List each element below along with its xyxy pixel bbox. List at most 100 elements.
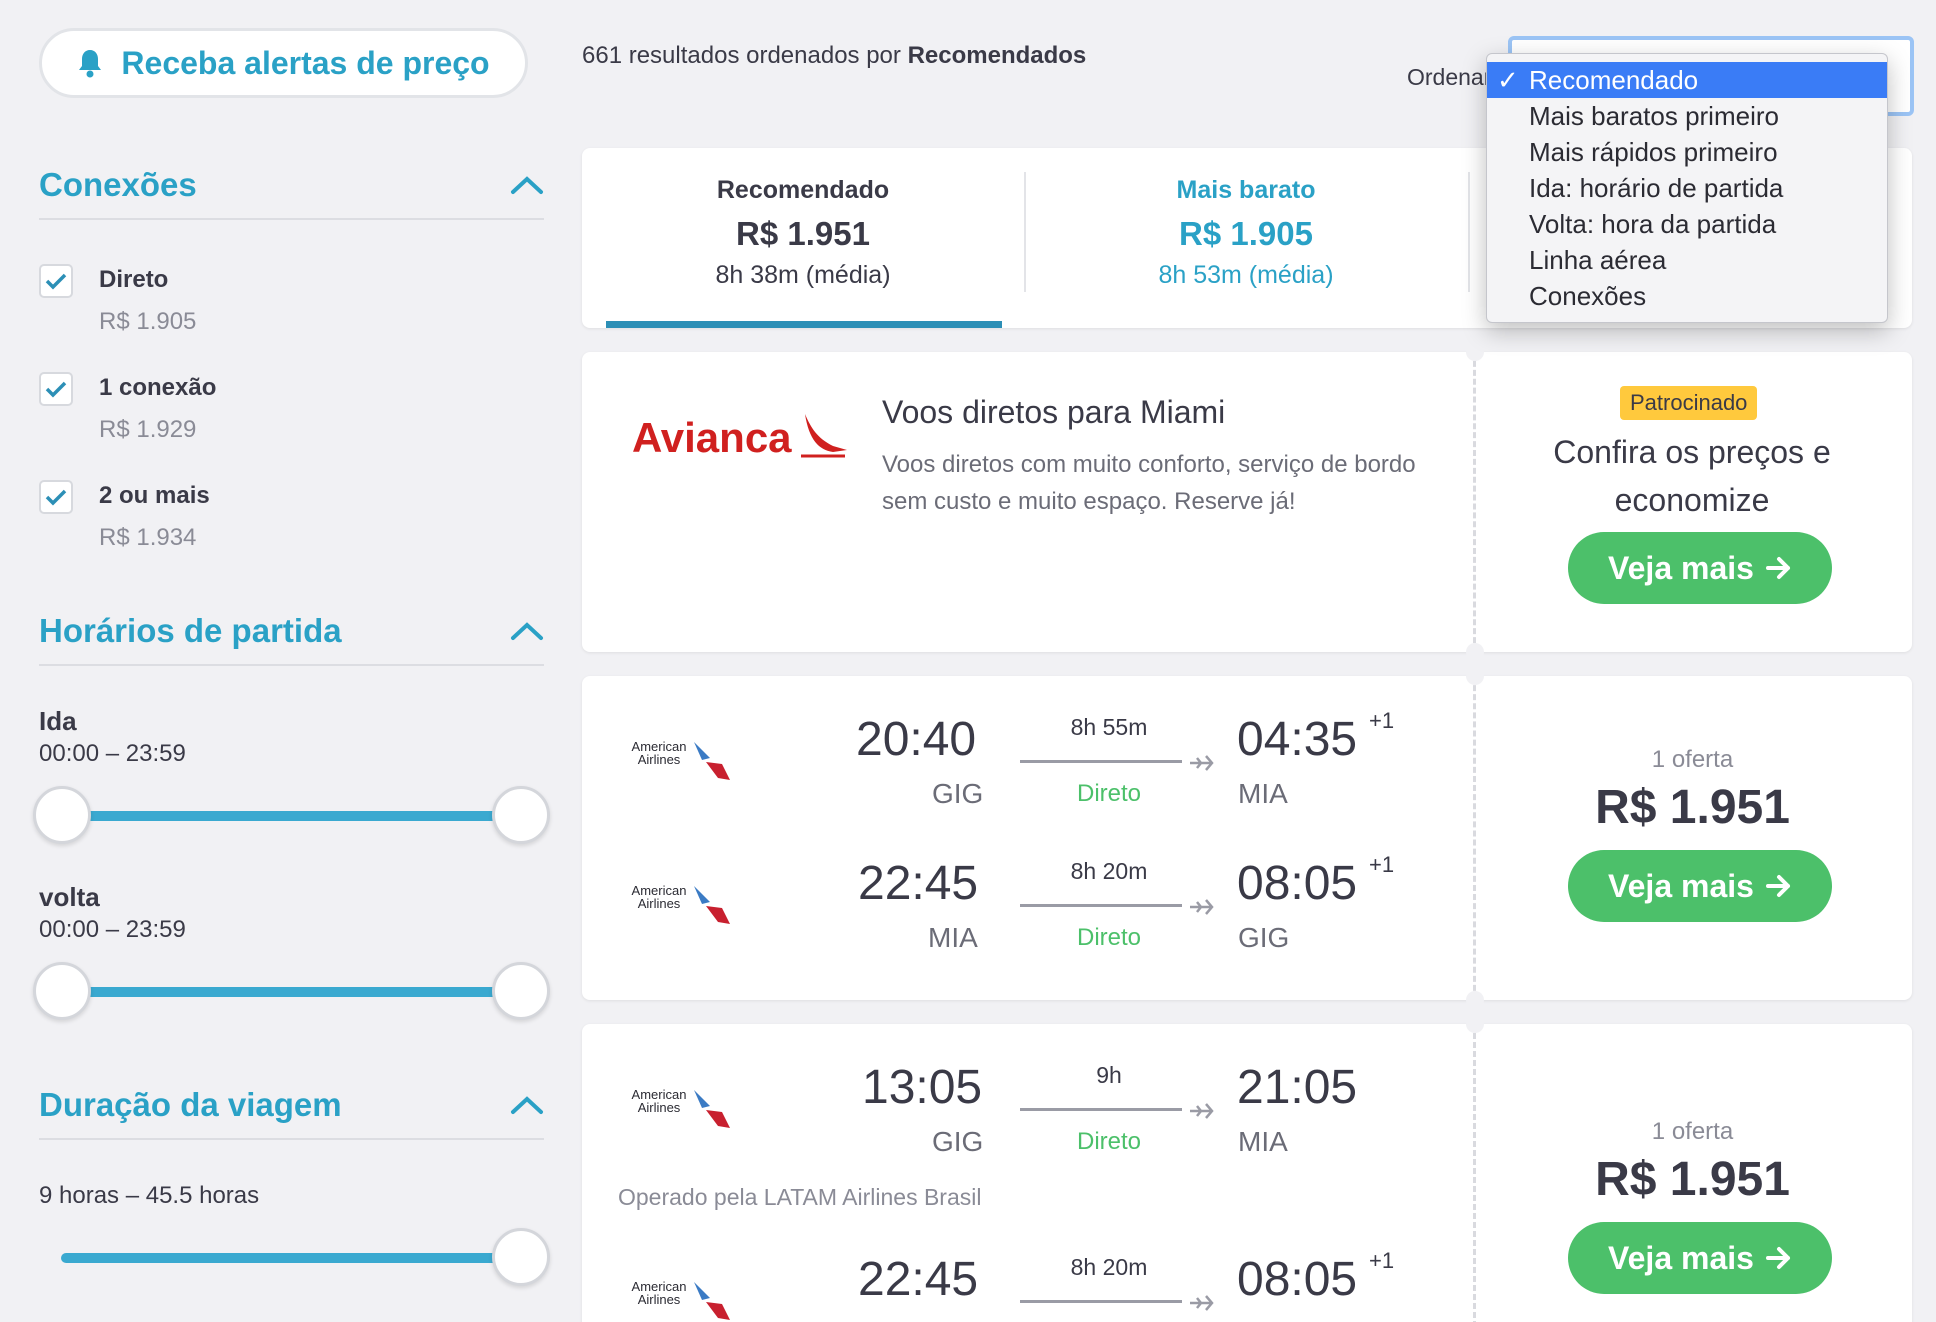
sort-option-airline[interactable]: Linha aérea (1529, 245, 1667, 275)
outbound-label: Ida (39, 706, 77, 736)
departure-airport: MIA (928, 922, 978, 953)
departure-airport: GIG (932, 1126, 984, 1157)
sort-dropdown-menu[interactable]: ✓ Recomendado Mais baratos primeiro Mais … (1486, 53, 1888, 323)
checkmark-icon (45, 381, 67, 398)
trip-duration-slider[interactable] (39, 1226, 550, 1286)
sort-option-fastest[interactable]: Mais rápidos primeiro (1529, 137, 1778, 167)
checkbox[interactable] (39, 372, 73, 406)
checkbox[interactable] (39, 264, 73, 298)
sponsored-badge: Patrocinado (1620, 386, 1758, 420)
tab-name: Mais barato (1176, 176, 1316, 204)
see-more-button[interactable]: Veja mais (1568, 532, 1832, 604)
plane-icon (1190, 1103, 1214, 1119)
trip-duration-filter-title: Duração da viagem (39, 1086, 342, 1123)
checkmark-icon: ✓ (1497, 65, 1519, 95)
arrival-time: 21:05 (1237, 1061, 1358, 1114)
ad-description: Voos diretos com muito conforto, serviço… (882, 451, 1416, 515)
american-airlines-icon (694, 886, 730, 924)
connections-filter-title: Conexões (39, 166, 197, 203)
outbound-time-slider[interactable] (33, 784, 550, 844)
connections-filter-header[interactable]: Conexões (39, 152, 544, 220)
plane-icon (1190, 1295, 1214, 1311)
stops-label: Direto (1076, 924, 1142, 951)
slider-track (61, 1253, 522, 1263)
departure-time: 22:45 (858, 1253, 979, 1306)
checkbox[interactable] (39, 480, 73, 514)
stops-label: Direto (1076, 780, 1142, 807)
arrow-right-icon (1765, 1247, 1790, 1269)
card-divider (1473, 1024, 1476, 1322)
bell-icon (79, 50, 102, 78)
card-notch (1466, 343, 1484, 361)
results-sort-name: Recomendados (907, 42, 1087, 69)
tab-separator (1468, 172, 1470, 292)
plane-icon (1190, 755, 1214, 771)
slider-handle-max[interactable] (492, 1228, 550, 1286)
flight-duration: 9h (1096, 1062, 1122, 1088)
american-airlines-icon (694, 742, 730, 780)
card-notch (1466, 1015, 1484, 1033)
sort-option-recommended[interactable]: ✓ Recomendado (1487, 62, 1887, 98)
slider-handle-min[interactable] (33, 786, 91, 844)
tab-cheapest[interactable]: Mais barato R$ 1.905 8h 53m (média) (1025, 148, 1467, 328)
price-alert-label: Receba alertas de preço (121, 44, 490, 81)
next-day-indicator: +1 (1369, 852, 1395, 877)
tab-duration: 8h 53m (média) (1158, 261, 1334, 289)
see-more-button[interactable]: Veja mais (1568, 850, 1832, 922)
checkmark-icon (45, 273, 67, 290)
flight-result-card[interactable]: American Airlines 13:05 GIG 9h Direto 21… (582, 1015, 1912, 1322)
avianca-logo: Avianca (632, 414, 792, 461)
card-divider (1473, 352, 1476, 652)
slider-handle-max[interactable] (492, 962, 550, 1020)
slider-track (61, 987, 522, 997)
arrival-airport: GIG (1238, 922, 1290, 953)
route-line (1020, 760, 1182, 763)
results-summary: 661 resultados ordenados por Recomendado… (582, 42, 1086, 70)
route-line (1020, 1108, 1182, 1111)
chevron-up-icon[interactable] (510, 621, 544, 641)
avianca-bird-icon (801, 414, 847, 458)
card-notch (1466, 667, 1484, 685)
return-label: volta (39, 882, 100, 912)
tab-price: R$ 1.951 (736, 215, 870, 252)
trip-duration-filter-header[interactable]: Duração da viagem (39, 1072, 544, 1140)
trip-duration-range: 9 horas – 45.5 horas (39, 1182, 260, 1209)
chevron-up-icon[interactable] (510, 175, 544, 195)
route-line (1020, 1300, 1182, 1303)
sponsored-ad-card: Avianca Voos diretos para Miami Voos dir… (582, 343, 1912, 661)
return-time-slider[interactable] (33, 960, 550, 1020)
departure-times-filter-header[interactable]: Horários de partida (39, 598, 544, 666)
chevron-up-icon[interactable] (510, 1095, 544, 1115)
outbound-range: 00:00 – 23:59 (39, 740, 186, 767)
departure-time: 22:45 (858, 857, 979, 910)
tab-recommended[interactable]: Recomendado R$ 1.951 8h 38m (média) (582, 148, 1024, 328)
sort-option-outbound-departure[interactable]: Ida: horário de partida (1529, 173, 1784, 203)
price-alert-button[interactable]: Receba alertas de preço (39, 28, 528, 98)
departure-airport: GIG (932, 778, 984, 809)
american-airlines-icon (694, 1090, 730, 1128)
american-airlines-logo: American Airlines (628, 880, 738, 928)
sort-option-return-departure[interactable]: Volta: hora da partida (1529, 209, 1777, 239)
connection-option-price: R$ 1.934 (99, 524, 197, 551)
flight-price: R$ 1.951 (1595, 1153, 1790, 1206)
offers-count: 1 oferta (1651, 1118, 1734, 1145)
flight-duration: 8h 20m (1070, 1254, 1148, 1280)
connection-option-label: 1 conexão (99, 374, 217, 401)
slider-handle-min[interactable] (33, 962, 91, 1020)
slider-handle-max[interactable] (492, 786, 550, 844)
card-divider (1473, 676, 1476, 1000)
slider-track (61, 811, 522, 821)
card-notch (1466, 643, 1484, 661)
arrival-time: 08:05 (1237, 1253, 1358, 1306)
american-airlines-logo: American Airlines (628, 1084, 738, 1132)
sort-option-cheapest[interactable]: Mais baratos primeiro (1529, 101, 1779, 131)
ad-title: Voos diretos para Miami (882, 394, 1226, 430)
flight-result-card[interactable]: American Airlines 20:40 GIG 8h 55m Diret… (582, 667, 1912, 1009)
tab-price: R$ 1.905 (1179, 215, 1313, 252)
operated-by-text: Operado pela LATAM Airlines Brasil (618, 1184, 982, 1210)
see-more-button[interactable]: Veja mais (1568, 1222, 1832, 1294)
departure-time: 20:40 (856, 713, 977, 766)
sort-option-connections[interactable]: Conexões (1529, 281, 1647, 311)
sort-label: Ordenar (1407, 64, 1492, 90)
connection-option-price: R$ 1.929 (99, 416, 197, 443)
